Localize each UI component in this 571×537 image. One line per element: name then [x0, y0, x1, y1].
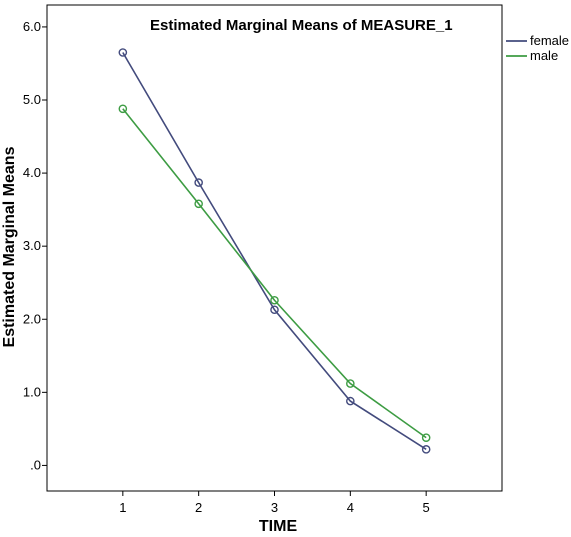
data-point-female [194, 178, 203, 187]
data-point-female [346, 396, 355, 406]
x-axis: 1 2 3 4 5 [119, 491, 430, 515]
chart-title: Estimated Marginal Means of MEASURE_1 [150, 17, 453, 34]
y-tick-label: .0 [30, 457, 41, 472]
y-tick-label: 3.0 [23, 238, 41, 253]
y-tick-label: 1.0 [23, 384, 41, 399]
data-point-male [270, 295, 279, 305]
x-tick-label: 2 [195, 500, 202, 515]
legend-label-male: male [530, 48, 558, 63]
series-line-female [122, 52, 427, 451]
series-line-male [122, 108, 427, 439]
x-tick-label: 5 [423, 500, 430, 515]
y-axis: .0 1.0 2.0 3.0 4.0 5.0 6.0 [23, 19, 47, 472]
y-axis-title: Estimated Marginal Means [1, 146, 18, 347]
y-tick-label: 2.0 [23, 311, 41, 326]
data-point-female [118, 48, 128, 57]
data-point-male [346, 379, 355, 388]
data-point-male [421, 433, 431, 442]
y-tick-label: 6.0 [23, 19, 41, 34]
data-point-male [118, 104, 128, 114]
series-layer [118, 48, 431, 454]
y-tick-label: 4.0 [23, 165, 41, 180]
y-tick-label: 5.0 [23, 92, 41, 107]
x-tick-label: 3 [271, 500, 278, 515]
legend-label-female: female [530, 33, 569, 48]
x-tick-label: 1 [119, 500, 126, 515]
x-tick-label: 4 [347, 500, 354, 515]
data-point-female [421, 445, 431, 454]
plot-frame [46, 4, 503, 492]
data-point-male [194, 199, 203, 209]
x-axis-title: TIME [259, 518, 298, 535]
data-point-female [270, 305, 279, 315]
